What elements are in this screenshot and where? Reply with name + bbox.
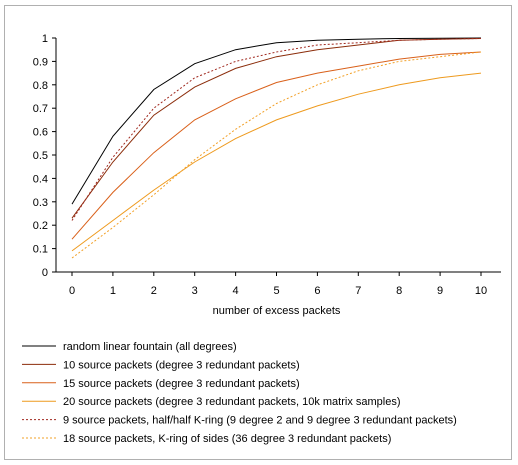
x-tick-label: 10 [475, 285, 487, 297]
series-line [71, 51, 482, 240]
series-line [71, 38, 482, 219]
y-tick-label: 1 [42, 33, 48, 45]
chart-frame: 0 0.1 0.2 0.3 0.4 0.5 0.6 0.7 0.8 0.9 1 0 1 2 3 4 5 6 7 8 9 1… [4, 5, 512, 460]
legend: random linear fountain (all degrees) 10 s… [22, 341, 457, 445]
x-tick-label: 4 [233, 285, 239, 297]
y-tick-label: 0.5 [33, 150, 48, 162]
legend-label: 18 source packets, K-ring of sides (36 d… [63, 433, 391, 445]
y-tick-label: 0.6 [33, 127, 48, 139]
series-line [71, 38, 482, 221]
series-line [71, 37, 482, 205]
x-tick-label: 2 [151, 285, 157, 297]
y-tick-label: 0.9 [33, 56, 48, 68]
y-tick-label: 0.4 [33, 173, 48, 185]
y-tick-label: 0 [42, 267, 48, 279]
series-line [71, 51, 482, 259]
legend-label: 20 source packets (degree 3 redundant pa… [63, 396, 401, 408]
line-chart: 00.10.20.30.40.50.60.70.80.910 1 2 3 4 5 6 7 8 9 1… [22, 33, 501, 445]
y-tick-label: 0.8 [33, 80, 48, 92]
legend-label: 10 source packets (degree 3 redundant pa… [63, 359, 300, 371]
x-tick-label: 1 [110, 285, 116, 297]
x-tick-label: 3 [192, 285, 198, 297]
series-lines [71, 37, 482, 259]
x-tick-label: 8 [396, 285, 402, 297]
x-tick-label: 7 [355, 285, 361, 297]
x-tick-label: 0 [69, 285, 75, 297]
axes: 00.10.20.30.40.50.60.70.80.910 1 2 3 4 5 6 7 8 9 1… [33, 33, 501, 297]
y-tick-label: 0.1 [33, 244, 48, 256]
series-line [71, 72, 482, 252]
y-tick-label: 0.7 [33, 103, 48, 115]
legend-label: 15 source packets (degree 3 redundant pa… [63, 378, 300, 390]
legend-label: 9 source packets, half/half K-ring (9 de… [63, 415, 457, 427]
x-tick-label: 5 [273, 285, 279, 297]
x-tick-label: 9 [437, 285, 443, 297]
y-tick-label: 0.2 [33, 220, 48, 232]
x-axis-title: number of excess packets [213, 305, 341, 317]
x-tick-label: 6 [314, 285, 320, 297]
legend-label: random linear fountain (all degrees) [63, 341, 237, 353]
y-tick-label: 0.3 [33, 197, 48, 209]
